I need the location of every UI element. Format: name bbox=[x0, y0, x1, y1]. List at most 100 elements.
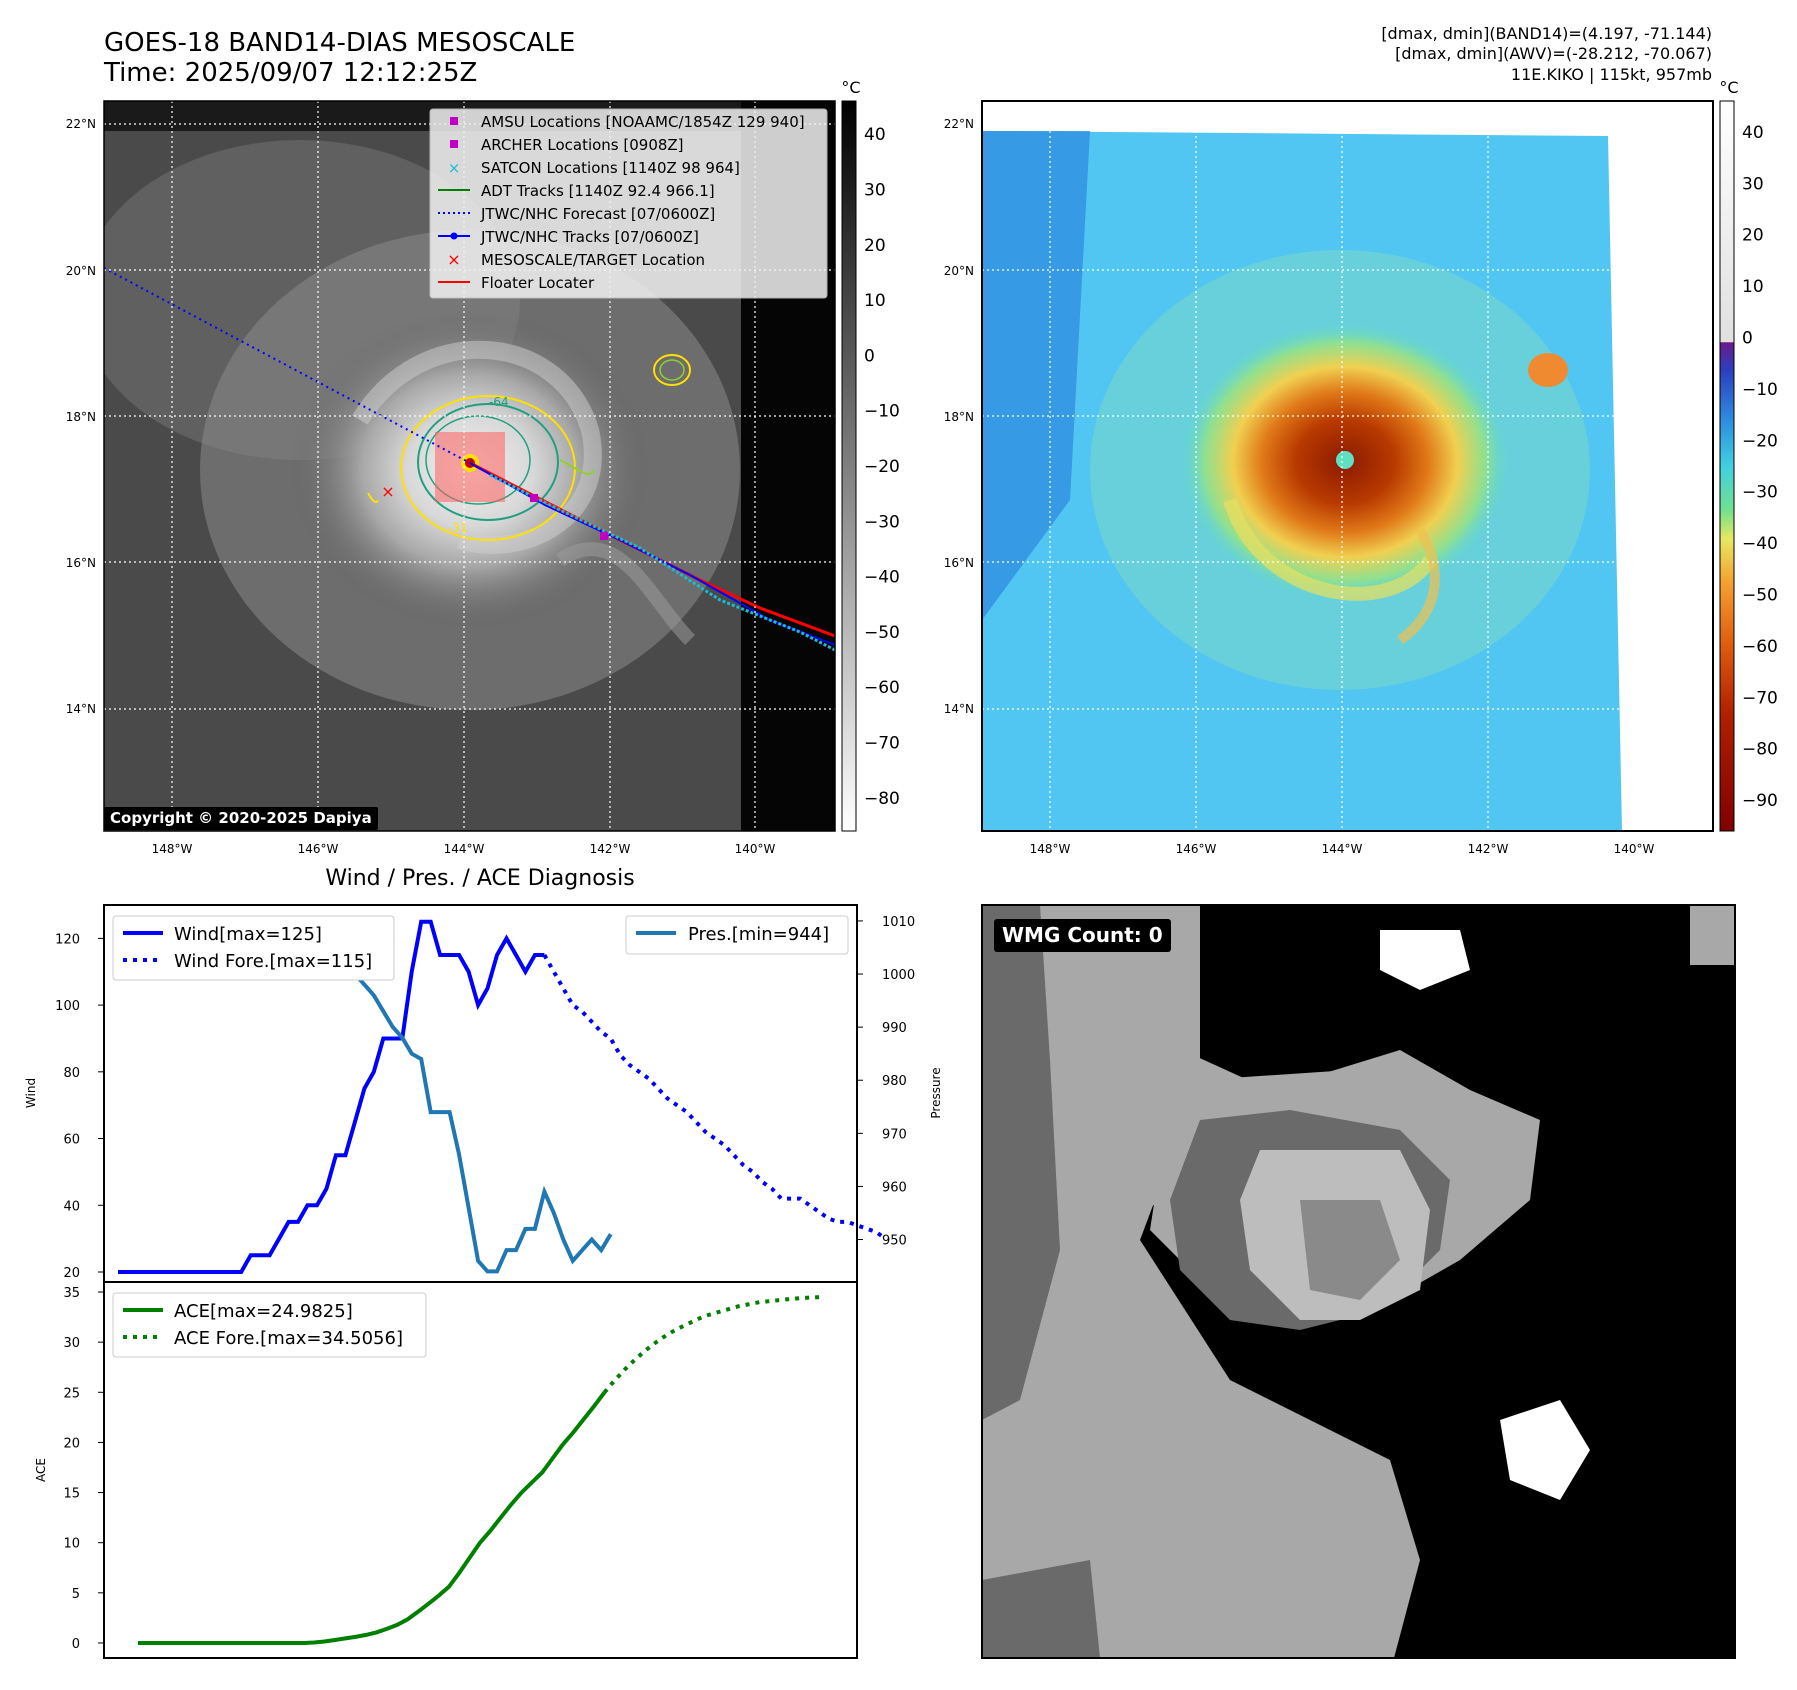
lon-tick: 144°W bbox=[444, 842, 485, 856]
legend-entry-floater: Floater Locater bbox=[438, 274, 595, 292]
lat-axis-left: 22°N 20°N 18°N 16°N 14°N bbox=[66, 117, 96, 716]
colorbar-tick: −20 bbox=[864, 457, 900, 477]
lon-axis-left: 148°W 146°W 144°W 142°W 140°W bbox=[152, 842, 776, 856]
svg-text:×: × bbox=[381, 482, 394, 501]
ace-tick-label: 10 bbox=[63, 1537, 80, 1552]
diagnosis-title: Wind / Pres. / ACE Diagnosis bbox=[325, 866, 634, 891]
colorbar-left: °C 40 30 20 10 0 −10 −20 −30 −40 −50 −60 −70 −80 bbox=[841, 78, 900, 832]
ace-tick-label: 15 bbox=[63, 1487, 80, 1502]
pressure-axis-label: Pressure bbox=[929, 1067, 943, 1118]
ace-tick-label: 20 bbox=[63, 1436, 80, 1451]
lat-tick: 14°N bbox=[944, 702, 974, 716]
figure-time: Time: 2025/09/07 12:12:25Z bbox=[103, 58, 477, 88]
lon-tick: 148°W bbox=[1030, 842, 1071, 856]
legend-entry-adt: ADT Tracks [1140Z 92.4 966.1] bbox=[438, 182, 715, 200]
lat-tick: 14°N bbox=[66, 702, 96, 716]
lat-tick: 22°N bbox=[66, 117, 96, 131]
lon-axis-right: 148°W 146°W 144°W 142°W 140°W bbox=[1030, 842, 1655, 856]
ace-tick-label: 0 bbox=[72, 1637, 80, 1652]
colorbar-tick: 20 bbox=[864, 236, 886, 256]
pressure-tick-label: 1000 bbox=[882, 968, 915, 983]
colorbar-tick: 30 bbox=[1742, 174, 1764, 194]
legend-entry-archer: ARCHER Locations [0908Z] bbox=[450, 136, 684, 154]
colorbar-tick: −40 bbox=[864, 568, 900, 588]
wind-tick-label: 60 bbox=[63, 1133, 80, 1148]
colorbar-tick: −70 bbox=[1742, 688, 1778, 708]
colorbar-tick: 20 bbox=[1742, 226, 1764, 246]
legend-entry-tracks: JTWC/NHC Tracks [07/0600Z] bbox=[438, 228, 699, 246]
lat-tick: 16°N bbox=[66, 556, 96, 570]
stats-awv: [dmax, dmin](AWV)=(-28.212, -70.067) bbox=[1395, 44, 1712, 63]
contour-label-outer: -31 bbox=[448, 521, 468, 535]
lat-tick: 20°N bbox=[944, 264, 974, 278]
awv-map-panel bbox=[982, 101, 1713, 831]
svg-text:AMSU Locations [NOAAMC/1854Z 1: AMSU Locations [NOAAMC/1854Z 129 940] bbox=[481, 113, 805, 131]
wind-tick-label: 100 bbox=[55, 999, 80, 1014]
colorbar-tick: −30 bbox=[1742, 483, 1778, 503]
ace-tick-label: 25 bbox=[63, 1386, 80, 1401]
svg-text:ARCHER Locations [0908Z]: ARCHER Locations [0908Z] bbox=[481, 136, 684, 154]
pressure-tick-label: 950 bbox=[882, 1234, 907, 1249]
lon-tick: 148°W bbox=[152, 842, 193, 856]
lon-tick: 142°W bbox=[1468, 842, 1509, 856]
colorbar-tick: −10 bbox=[1742, 380, 1778, 400]
colorbar-tick: 40 bbox=[1742, 123, 1764, 143]
legend-entry-satcon: × SATCON Locations [1140Z 98 964] bbox=[448, 159, 740, 177]
svg-text:SATCON Locations [1140Z 98 964: SATCON Locations [1140Z 98 964] bbox=[481, 159, 740, 177]
ace-tick-label: 35 bbox=[63, 1286, 80, 1301]
map-legend: AMSU Locations [NOAAMC/1854Z 129 940] AR… bbox=[429, 108, 828, 299]
wind-pressure-axes bbox=[103, 904, 858, 1283]
stats-band14: [dmax, dmin](BAND14)=(4.197, -71.144) bbox=[1381, 24, 1712, 43]
contour-label-inner: -64 bbox=[489, 395, 509, 409]
pressure-tick-label: 960 bbox=[882, 1180, 907, 1195]
pressure-tick-label: 980 bbox=[882, 1074, 907, 1089]
wind-tick-label: 20 bbox=[63, 1266, 80, 1281]
colorbar-tick: 30 bbox=[864, 180, 886, 200]
wind-legend: Wind[max=125] Wind Fore.[max=115] bbox=[112, 915, 395, 981]
colorbar-tick: −80 bbox=[1742, 740, 1778, 760]
svg-text:JTWC/NHC Tracks [07/0600Z]: JTWC/NHC Tracks [07/0600Z] bbox=[480, 228, 699, 246]
lat-axis-right: 22°N 20°N 18°N 16°N 14°N bbox=[944, 117, 974, 716]
wind-legend-label: Wind[max=125] bbox=[174, 924, 322, 945]
colorbar-tick: 10 bbox=[1742, 277, 1764, 297]
colorbar-tick: 10 bbox=[864, 291, 886, 311]
svg-text:×: × bbox=[447, 250, 460, 269]
wind-tick-label: 80 bbox=[63, 1066, 80, 1081]
colorbar-tick: −50 bbox=[1742, 586, 1778, 606]
svg-text:Floater Locater: Floater Locater bbox=[481, 274, 595, 292]
ace-series bbox=[138, 1391, 606, 1645]
copyright-badge: Copyright © 2020-2025 Dapiya bbox=[104, 807, 378, 830]
legend-entry-amsu: AMSU Locations [NOAAMC/1854Z 129 940] bbox=[450, 113, 805, 131]
lon-tick: 142°W bbox=[590, 842, 631, 856]
pressure-tick-label: 970 bbox=[882, 1127, 907, 1142]
wind-forecast-legend-label: Wind Fore.[max=115] bbox=[174, 951, 372, 972]
ace-forecast-legend-label: ACE Fore.[max=34.5056] bbox=[174, 1328, 403, 1349]
colorbar-tick: −90 bbox=[1742, 791, 1778, 811]
storm-info: 11E.KIKO | 115kt, 957mb bbox=[1511, 65, 1712, 84]
colorbar-tick: −70 bbox=[864, 734, 900, 754]
lat-tick: 20°N bbox=[66, 264, 96, 278]
colorbar-tick: 0 bbox=[1742, 328, 1753, 348]
colorbar-tick: −60 bbox=[864, 678, 900, 698]
colorbar-left-unit: °C bbox=[841, 78, 860, 97]
colorbar-tick: −40 bbox=[1742, 534, 1778, 554]
colorbar-tick: −80 bbox=[864, 789, 900, 809]
pressure-tick-label: 990 bbox=[882, 1021, 907, 1036]
lat-tick: 16°N bbox=[944, 556, 974, 570]
ace-legend: ACE[max=24.9825] ACE Fore.[max=34.5056] bbox=[112, 1292, 427, 1358]
lon-tick: 146°W bbox=[1176, 842, 1217, 856]
ace-tick-label: 30 bbox=[63, 1336, 80, 1351]
colorbar-tick: −20 bbox=[1742, 431, 1778, 451]
pressure-legend-label: Pres.[min=944] bbox=[688, 924, 829, 945]
pressure-tick-label: 1010 bbox=[882, 915, 915, 930]
svg-text:MESOSCALE/TARGET Location: MESOSCALE/TARGET Location bbox=[481, 251, 705, 269]
colorbar-tick: −30 bbox=[864, 512, 900, 532]
lon-tick: 146°W bbox=[298, 842, 339, 856]
ace-legend-label: ACE[max=24.9825] bbox=[174, 1301, 353, 1322]
colorbar-tick: 0 bbox=[864, 346, 875, 366]
svg-text:ADT Tracks [1140Z 92.4 966.1]: ADT Tracks [1140Z 92.4 966.1] bbox=[481, 182, 715, 200]
ace-forecast-series bbox=[602, 1295, 823, 1394]
colorbar-tick: 40 bbox=[864, 125, 886, 145]
colorbar-right-unit: °C bbox=[1719, 78, 1738, 97]
